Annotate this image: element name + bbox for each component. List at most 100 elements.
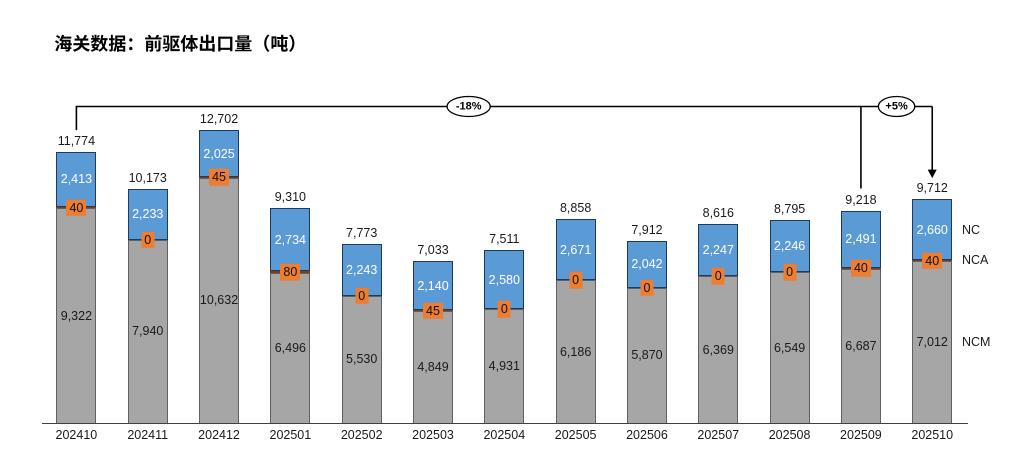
bar-segment-nc: [912, 199, 953, 261]
total-label: 11,774: [57, 133, 96, 148]
nc-value-label: 2,734: [274, 232, 306, 247]
total-label: 10,173: [128, 170, 167, 185]
nc-value-label: 2,243: [346, 262, 378, 277]
x-axis-tick-label: 202509: [840, 427, 882, 442]
total-label: 9,310: [274, 190, 306, 205]
nca-value-label: 40: [850, 260, 871, 277]
ncm-value-label: 7,940: [132, 324, 164, 339]
total-label: 12,702: [199, 111, 239, 126]
nc-value-label: 2,140: [417, 278, 449, 293]
annotation-ellipse: [446, 95, 491, 118]
bar-segment-ncm: [199, 177, 240, 423]
total-label: 7,912: [631, 222, 663, 237]
ncm-value-label: 6,496: [274, 340, 306, 355]
x-axis-tick-label: 202504: [483, 427, 526, 442]
bar-segment-nc: [698, 224, 739, 277]
annotation-label: -18%: [456, 101, 482, 113]
bar-segment-ncm: [555, 280, 596, 423]
nc-value-label: 2,671: [559, 242, 592, 257]
nca-value-label: 80: [280, 264, 301, 281]
annotation-ellipse: [877, 95, 916, 118]
nc-value-label: 2,025: [203, 146, 235, 161]
x-axis-tick-label: 202501: [269, 427, 312, 442]
ncm-value-label: 9,322: [60, 308, 93, 323]
page-title: 海关数据：前驱体出口量（吨）: [54, 34, 295, 52]
bar-segment-nc: [413, 260, 453, 311]
total-label: 7,033: [417, 242, 449, 257]
bar-segment-ncm: [484, 309, 525, 423]
x-axis-tick-label: 202412: [198, 427, 240, 442]
x-axis-tick-label: 202510: [911, 427, 954, 442]
x-axis-tick-label: 202508: [768, 427, 811, 442]
ncm-value-label: 6,687: [845, 338, 877, 353]
x-axis-tick-label: 202505: [554, 427, 597, 442]
bar-segment-nc: [56, 151, 97, 208]
ncm-value-label: 5,870: [631, 348, 663, 363]
ncm-value-label: 4,849: [417, 359, 449, 374]
x-axis-tick-label: 202502: [340, 427, 383, 442]
x-axis-tick-label: 202503: [412, 427, 454, 442]
bar-segment-ncm: [769, 272, 810, 423]
nca-value-label: 0: [783, 263, 797, 281]
total-label: 8,616: [702, 206, 734, 221]
nca-value-label: 0: [711, 267, 725, 285]
total-label: 8,858: [559, 200, 592, 215]
total-label: 9,218: [845, 192, 877, 207]
nca-value-label: 0: [355, 287, 369, 304]
nc-value-label: 2,413: [60, 172, 93, 187]
ncm-value-label: 7,012: [916, 334, 948, 349]
bar-segment-nc: [270, 208, 311, 272]
series-label-ncm: NCM: [962, 334, 991, 349]
bar-segment-nc: [199, 130, 240, 177]
bar-segment-ncm: [698, 276, 739, 423]
nca-value-label: 0: [640, 279, 654, 296]
series-label-nc: NC: [962, 222, 981, 237]
nca-value-label: 0: [497, 301, 511, 318]
bar-segment-ncm: [626, 287, 667, 423]
bar-segment-nc: [769, 220, 810, 273]
total-label: 7,511: [489, 231, 520, 246]
bar-segment-ncm: [127, 239, 168, 423]
nc-value-label: 2,042: [631, 256, 663, 271]
bar-segment-ncm: [56, 208, 97, 423]
bar-segment-ncm: [413, 311, 453, 423]
total-label: 7,773: [346, 225, 378, 240]
series-label-nca: NCA: [962, 252, 989, 267]
nca-value-label: 0: [141, 231, 155, 249]
nc-value-label: 2,246: [773, 238, 806, 253]
ncm-value-label: 5,530: [346, 352, 378, 367]
x-axis-line: [42, 423, 968, 425]
bar-segment-ncm: [341, 295, 382, 423]
bar-segment-ncm: [912, 261, 953, 423]
nc-value-label: 2,660: [916, 222, 948, 237]
x-axis-tick-label: 202410: [55, 427, 98, 442]
nc-value-label: 2,580: [488, 272, 520, 287]
ncm-value-label: 6,369: [702, 342, 734, 357]
page-title-glyphs: [54, 34, 295, 52]
total-label: 8,795: [773, 202, 806, 217]
bar-segment-ncm: [270, 273, 311, 423]
x-axis-tick-label: 202411: [127, 427, 169, 442]
bar-segment-nc: [555, 218, 596, 281]
nca-value-label: 45: [209, 169, 229, 186]
nca-value-label: 40: [922, 252, 943, 270]
bar-segment-ncm: [840, 268, 881, 423]
ncm-value-label: 10,632: [199, 293, 239, 308]
x-axis-tick-label: 202506: [626, 427, 668, 442]
total-label: 9,712: [916, 180, 948, 195]
x-axis-tick-label: 202507: [697, 427, 740, 442]
nc-value-label: 2,491: [845, 231, 877, 246]
nc-value-label: 2,247: [702, 243, 734, 258]
ncm-value-label: 6,186: [559, 344, 592, 359]
bar-segment-nc: [127, 188, 168, 240]
ncm-value-label: 4,931: [488, 358, 520, 373]
nc-value-label: 2,233: [132, 206, 164, 221]
nca-value-label: 45: [423, 302, 443, 319]
nca-value-label: 40: [66, 199, 87, 216]
annotation-label: +5%: [885, 101, 908, 113]
bar-segment-nc: [484, 249, 525, 310]
nca-value-label: 0: [569, 272, 583, 289]
ncm-value-label: 6,549: [773, 340, 806, 355]
arrow-head: [927, 169, 937, 179]
